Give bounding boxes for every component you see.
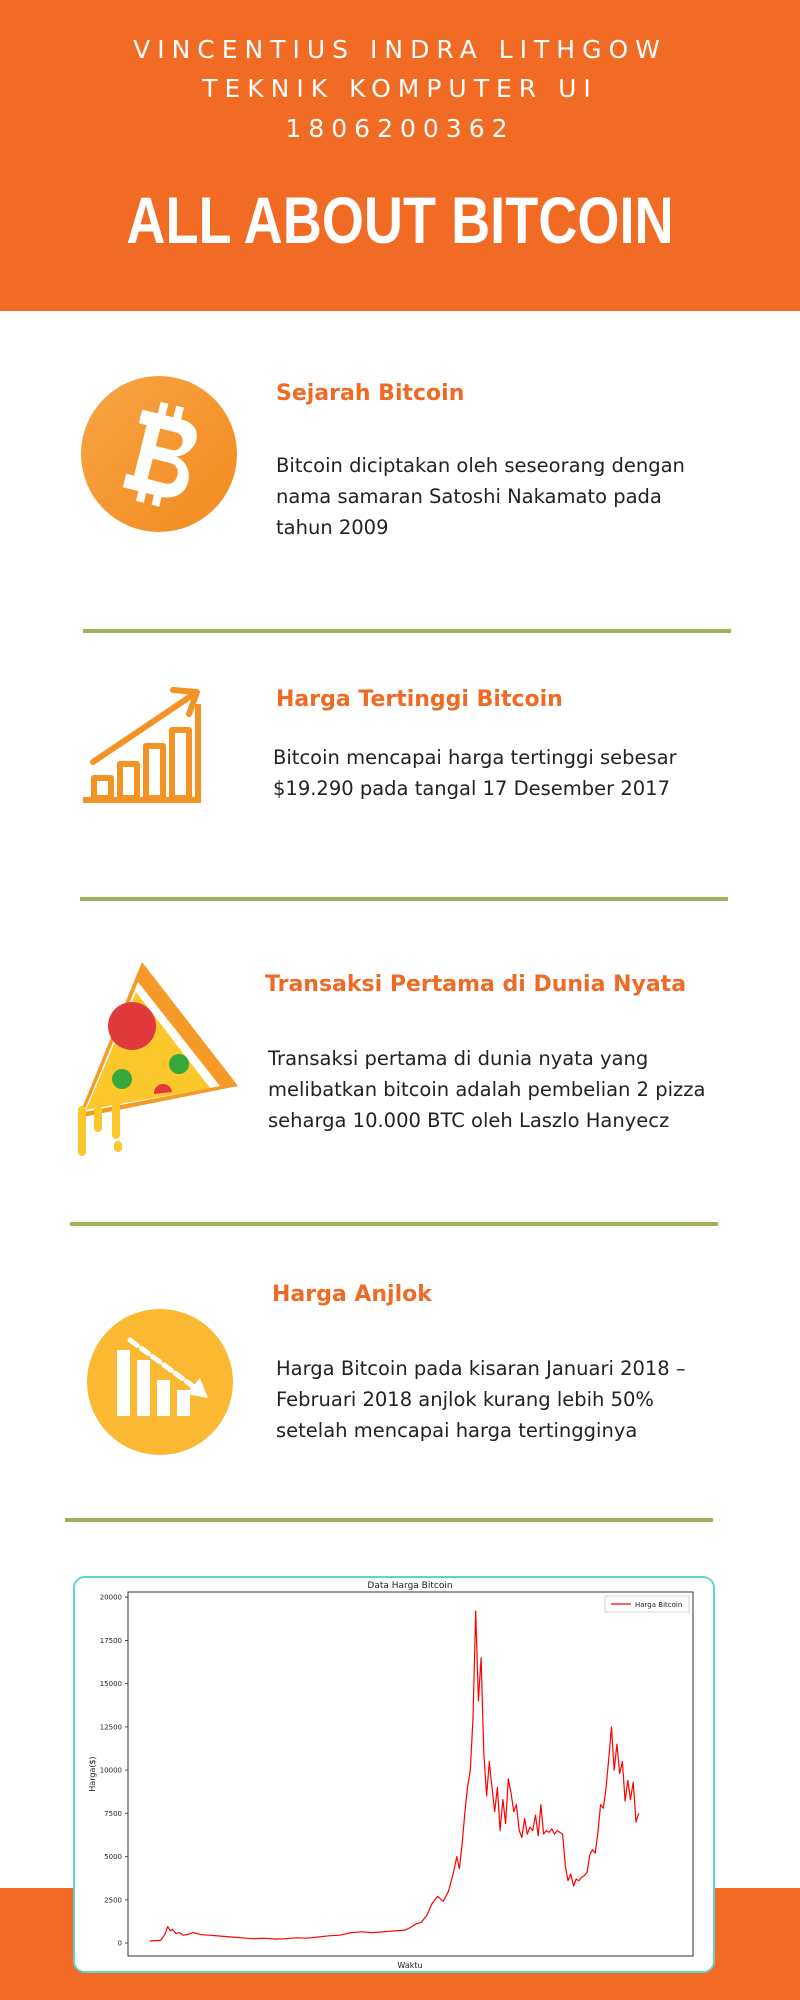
legend-box bbox=[604, 1595, 690, 1613]
chart-legend: Harga Bitcoin bbox=[604, 1595, 690, 1613]
section-text-highest-price: Bitcoin mencapai harga tertinggi sebesar… bbox=[273, 746, 677, 800]
chart-series-group bbox=[149, 1610, 640, 1942]
section-text-first-transaction: Transaksi pertama di dunia nyata yang me… bbox=[268, 1047, 706, 1132]
author-name: VINCENTIUS INDRA LITHGOW bbox=[133, 35, 667, 64]
bitcoin-price-chart: Data Harga Bitcoin 0 2500 5000 7500 10000 125… bbox=[75, 1578, 713, 1971]
series-line-0 bbox=[149, 1610, 640, 1942]
bitcoin-coin-icon bbox=[81, 376, 237, 532]
header-banner: VINCENTIUS INDRA LITHGOW TEKNIK KOMPUTER… bbox=[0, 0, 800, 311]
y-tick-label: 12500 bbox=[100, 1723, 122, 1731]
y-tick-label: 7500 bbox=[104, 1810, 122, 1818]
section-divider bbox=[70, 1222, 718, 1226]
page-title: ALL ABOUT BITCOIN bbox=[126, 183, 674, 257]
chart-title: Data Harga Bitcoin bbox=[367, 1581, 452, 1591]
y-tick-label: 20000 bbox=[100, 1594, 122, 1602]
y-tick-label: 5000 bbox=[104, 1853, 122, 1861]
section-title-highest-price: Harga Tertinggi Bitcoin bbox=[276, 687, 563, 712]
y-tick-label: 17500 bbox=[100, 1637, 122, 1645]
section-text-history: Bitcoin diciptakan oleh seseorang dengan… bbox=[276, 454, 685, 539]
y-tick-label: 10000 bbox=[100, 1767, 122, 1775]
price-chart-card: Data Harga Bitcoin 0 2500 5000 7500 10000 125… bbox=[73, 1576, 715, 1973]
section-title-history: Sejarah Bitcoin bbox=[276, 381, 465, 406]
rising-bar-chart-icon bbox=[83, 687, 201, 803]
section-text-price-drop: Harga Bitcoin pada kisaran Januari 2018 … bbox=[276, 1357, 686, 1442]
y-axis-label: Harga($) bbox=[88, 1756, 97, 1791]
pizza-slice-icon bbox=[78, 962, 238, 1156]
x-axis-label: Waktu bbox=[397, 1961, 422, 1970]
student-id: 1806200362 bbox=[285, 114, 515, 143]
chart-plot-frame bbox=[127, 1591, 694, 1957]
falling-bar-chart-icon bbox=[87, 1309, 233, 1455]
y-axis-ticks: 0 2500 5000 7500 10000 12500 15000 17500 20000 bbox=[100, 1594, 128, 1948]
section-divider bbox=[65, 1518, 713, 1522]
chart-background bbox=[75, 1578, 713, 1971]
section-title-price-drop: Harga Anjlok bbox=[272, 1282, 432, 1307]
y-tick-label: 15000 bbox=[100, 1680, 122, 1688]
y-tick-label: 0 bbox=[118, 1940, 122, 1948]
legend-label: Harga Bitcoin bbox=[635, 1601, 682, 1609]
section-divider bbox=[83, 629, 731, 633]
department-name: TEKNIK KOMPUTER UI bbox=[202, 74, 598, 103]
section-title-first-transaction: Transaksi Pertama di Dunia Nyata bbox=[265, 972, 687, 997]
y-tick-label: 2500 bbox=[104, 1896, 122, 1904]
section-divider bbox=[80, 897, 728, 901]
